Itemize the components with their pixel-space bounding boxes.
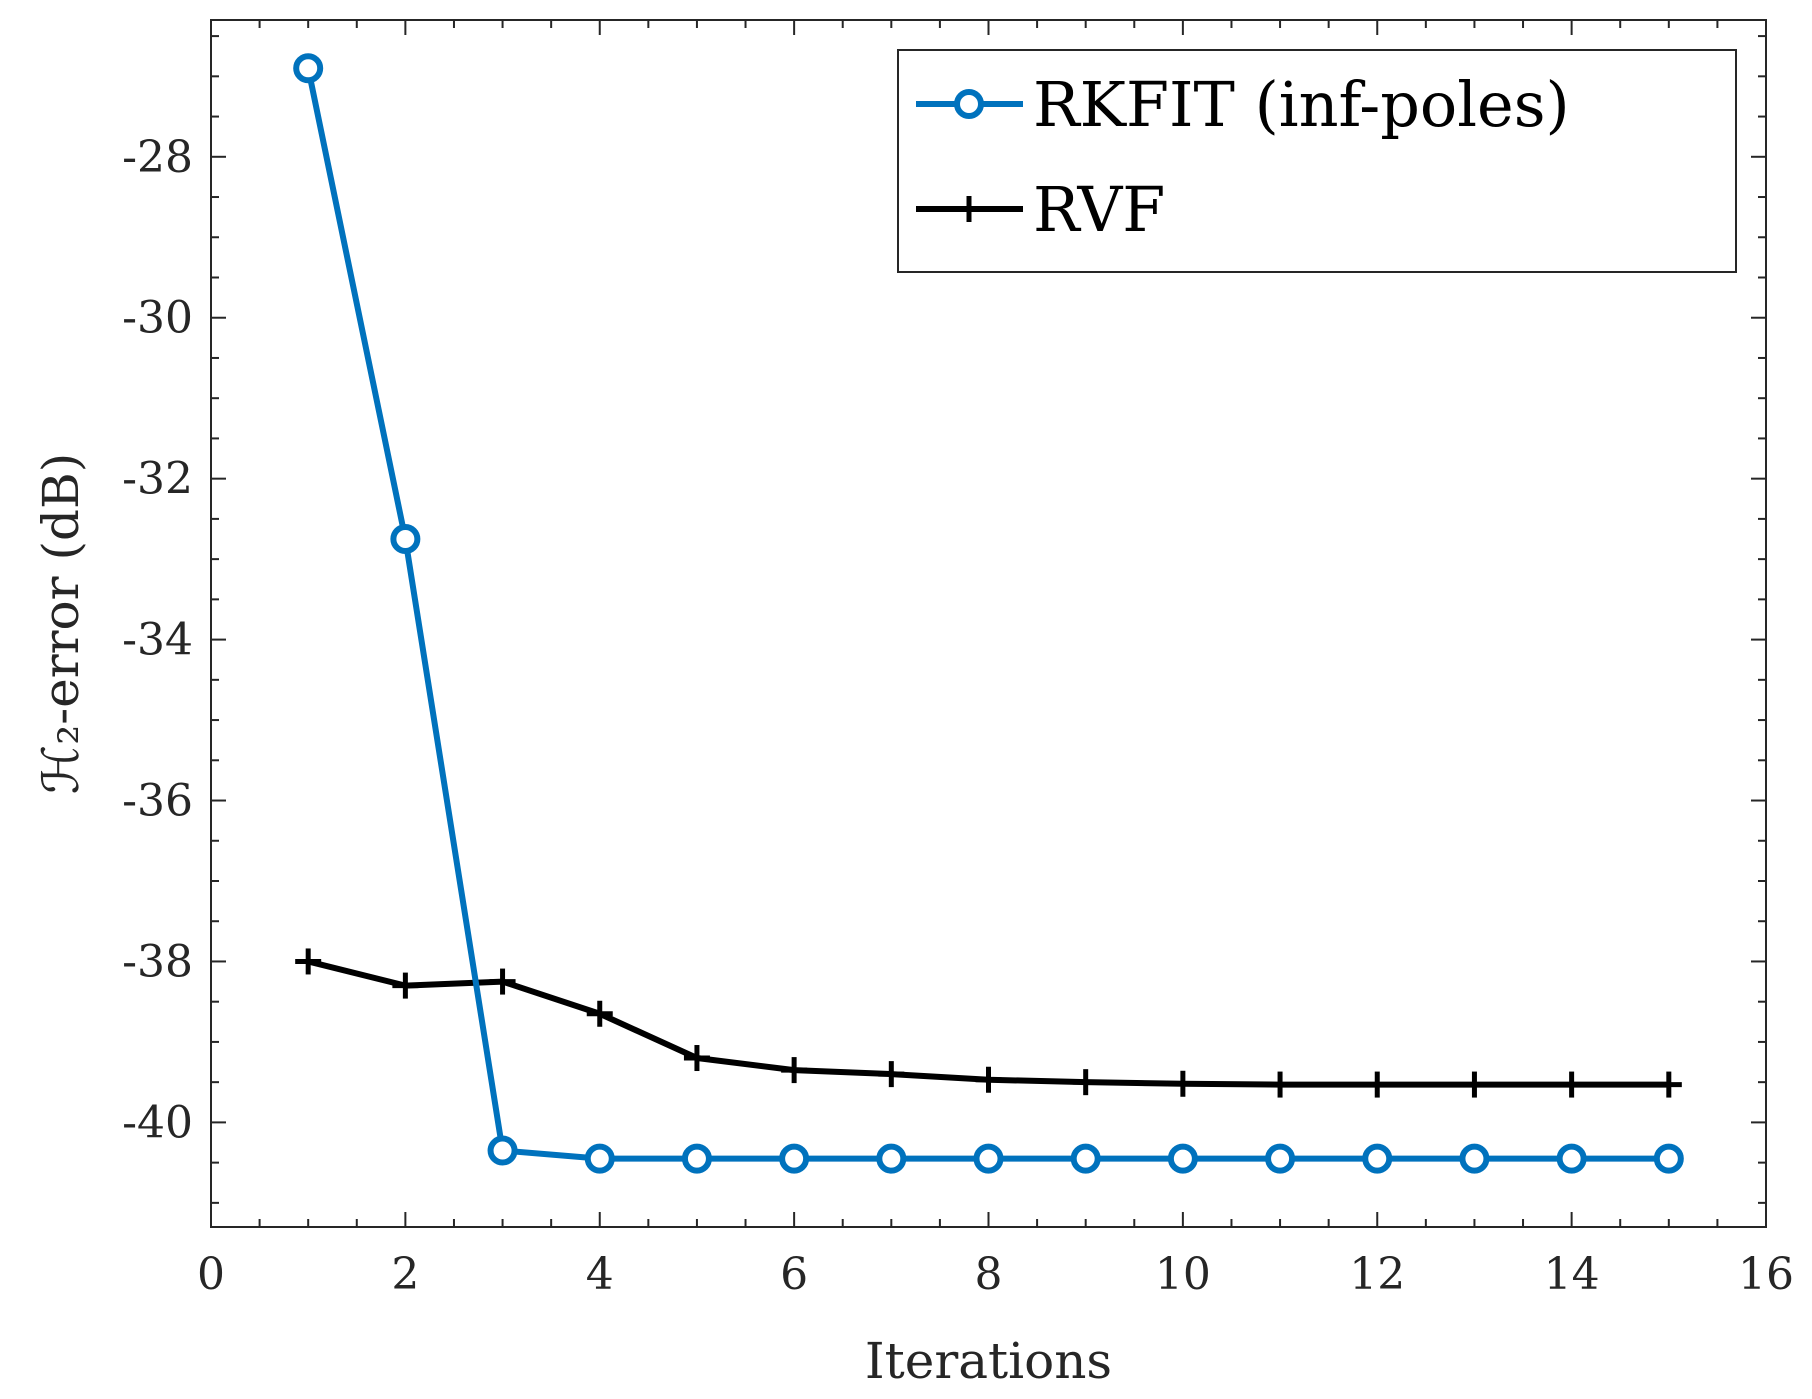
legend-rkfit-marker xyxy=(954,89,984,119)
y-axis-ticks: -40 -38 -36 -34 -32 -30 -28 xyxy=(122,35,1766,1204)
rkfit-series xyxy=(293,53,1684,1174)
rkfit-point xyxy=(390,524,421,555)
rvf-point xyxy=(1267,1071,1294,1098)
rvf-point xyxy=(975,1066,1002,1093)
rkfit-point xyxy=(293,53,324,84)
rkfit-point xyxy=(1556,1143,1587,1174)
rkfit-point xyxy=(1653,1143,1684,1174)
rvf-point xyxy=(1558,1071,1585,1098)
x-tick-label: 6 xyxy=(780,1249,808,1300)
x-axis-ticks: 0 2 4 6 8 10 12 14 16 xyxy=(197,20,1794,1300)
legend-rvf-label: RVF xyxy=(1033,173,1165,246)
rkfit-point xyxy=(584,1143,615,1174)
x-tick-label: 0 xyxy=(197,1249,225,1300)
rkfit-point xyxy=(779,1143,810,1174)
legend-rkfit-label: RKFIT (inf-poles) xyxy=(1033,68,1570,141)
x-tick-label: 12 xyxy=(1349,1249,1405,1300)
legend: RKFIT (inf-poles) RVF xyxy=(897,49,1737,273)
rvf-point xyxy=(1364,1071,1391,1098)
legend-box xyxy=(897,49,1737,273)
rvf-point xyxy=(489,968,516,995)
rkfit-point xyxy=(1070,1143,1101,1174)
series-layer xyxy=(293,53,1684,1174)
rkfit-point xyxy=(487,1135,518,1166)
y-axis-label: ℋ₂-error (dB) xyxy=(32,453,90,794)
rvf-point xyxy=(1169,1070,1196,1097)
y-tick-label: -34 xyxy=(122,615,193,666)
rkfit-point xyxy=(1265,1143,1296,1174)
x-tick-label: 14 xyxy=(1544,1249,1600,1300)
x-axis-label: Iterations xyxy=(865,1332,1112,1390)
y-tick-label: -28 xyxy=(122,132,193,183)
rkfit-point xyxy=(1362,1143,1393,1174)
rvf-point xyxy=(1072,1069,1099,1096)
rkfit-point xyxy=(973,1143,1004,1174)
rvf-point xyxy=(1461,1071,1488,1098)
y-tick-label: -36 xyxy=(122,776,193,827)
x-tick-label: 2 xyxy=(391,1249,419,1300)
rkfit-point xyxy=(1459,1143,1490,1174)
rvf-point xyxy=(586,1000,613,1027)
x-tick-label: 4 xyxy=(586,1249,614,1300)
rvf-point xyxy=(781,1057,808,1084)
y-tick-label: -32 xyxy=(122,454,193,505)
y-tick-label: -40 xyxy=(122,1097,193,1148)
x-tick-label: 10 xyxy=(1155,1249,1211,1300)
rkfit-point xyxy=(681,1143,712,1174)
rvf-point xyxy=(878,1061,905,1088)
legend-rvf-marker xyxy=(956,196,982,222)
x-tick-label: 8 xyxy=(975,1249,1003,1300)
rvf-series xyxy=(295,948,1682,1098)
rvf-point xyxy=(683,1045,710,1072)
x-tick-label: 16 xyxy=(1738,1249,1794,1300)
rkfit-point xyxy=(1167,1143,1198,1174)
rvf-point xyxy=(392,972,419,999)
y-tick-label: -38 xyxy=(122,936,193,987)
rkfit-point xyxy=(876,1143,907,1174)
rvf-point xyxy=(295,948,322,975)
y-tick-label: -30 xyxy=(122,293,193,344)
rvf-point xyxy=(1655,1071,1682,1098)
